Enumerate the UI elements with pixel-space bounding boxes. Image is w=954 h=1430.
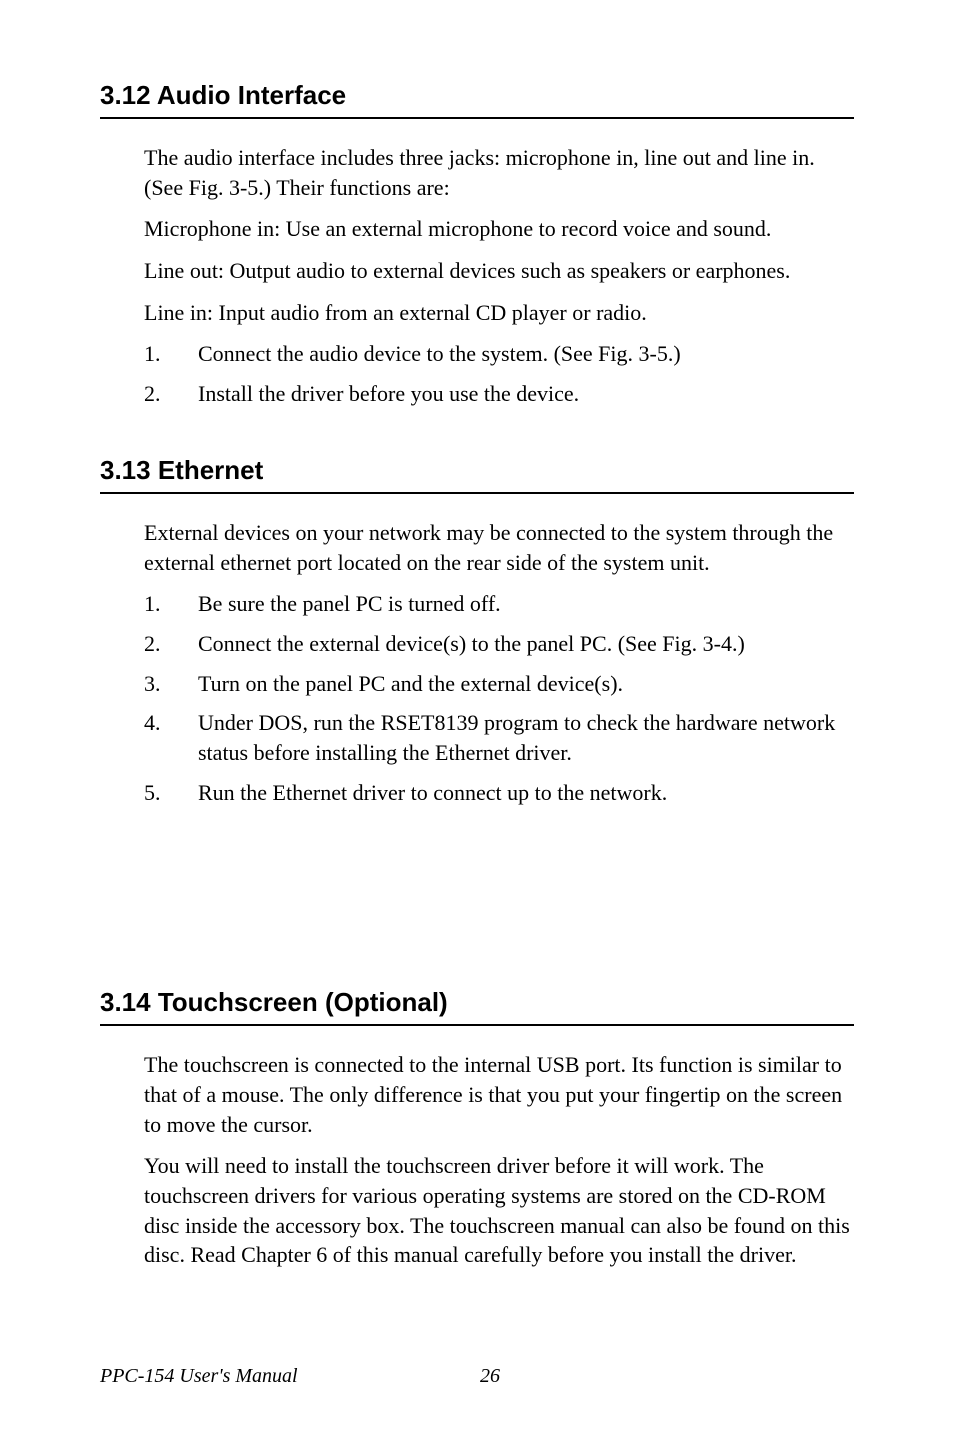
list-item: 4. Under DOS, run the RSET8139 program t…: [144, 708, 854, 767]
list-text: Turn on the panel PC and the external de…: [198, 669, 854, 699]
list-item: 1. Be sure the panel PC is turned off.: [144, 589, 854, 619]
list-number: 4.: [144, 708, 198, 767]
list-text: Install the driver before you use the de…: [198, 379, 854, 409]
paragraph: Line out: Output audio to external devic…: [144, 256, 854, 286]
list-item: 1. Connect the audio device to the syste…: [144, 339, 854, 369]
list-number: 2.: [144, 379, 198, 409]
paragraph: The touchscreen is connected to the inte…: [144, 1050, 854, 1139]
page: 3.12 Audio Interface The audio interface…: [0, 0, 954, 1430]
footer-manual-title: PPC-154 User's Manual: [100, 1365, 298, 1388]
paragraph: Line in: Input audio from an external CD…: [144, 298, 854, 328]
heading-touchscreen: 3.14 Touchscreen (Optional): [100, 987, 854, 1026]
list-item: 3. Turn on the panel PC and the external…: [144, 669, 854, 699]
paragraph: External devices on your network may be …: [144, 518, 854, 577]
heading-audio-interface: 3.12 Audio Interface: [100, 80, 854, 119]
paragraph: The audio interface includes three jacks…: [144, 143, 854, 202]
list-number: 3.: [144, 669, 198, 699]
list-item: 2. Connect the external device(s) to the…: [144, 629, 854, 659]
list-number: 1.: [144, 589, 198, 619]
list-text: Connect the external device(s) to the pa…: [198, 629, 854, 659]
heading-ethernet: 3.13 Ethernet: [100, 455, 854, 494]
paragraph: Microphone in: Use an external microphon…: [144, 214, 854, 244]
footer: PPC-154 User's Manual 26: [100, 1365, 854, 1388]
list-text: Under DOS, run the RSET8139 program to c…: [198, 708, 854, 767]
paragraph: You will need to install the touchscreen…: [144, 1151, 854, 1270]
list-item: 5. Run the Ethernet driver to connect up…: [144, 778, 854, 808]
list-number: 2.: [144, 629, 198, 659]
footer-page-number: 26: [480, 1365, 500, 1388]
list-number: 1.: [144, 339, 198, 369]
list-text: Run the Ethernet driver to connect up to…: [198, 778, 854, 808]
list-text: Be sure the panel PC is turned off.: [198, 589, 854, 619]
list-text: Connect the audio device to the system. …: [198, 339, 854, 369]
list-item: 2. Install the driver before you use the…: [144, 379, 854, 409]
list-number: 5.: [144, 778, 198, 808]
